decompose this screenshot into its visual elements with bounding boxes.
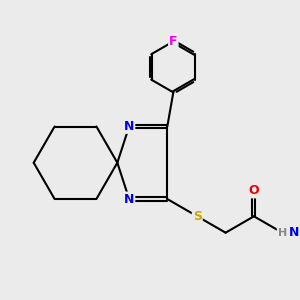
Text: F: F — [169, 35, 178, 48]
Text: N: N — [289, 226, 299, 239]
Text: O: O — [249, 184, 259, 197]
Text: N: N — [124, 120, 134, 133]
Text: H: H — [278, 228, 287, 238]
Text: N: N — [124, 193, 134, 206]
Text: S: S — [193, 210, 202, 223]
